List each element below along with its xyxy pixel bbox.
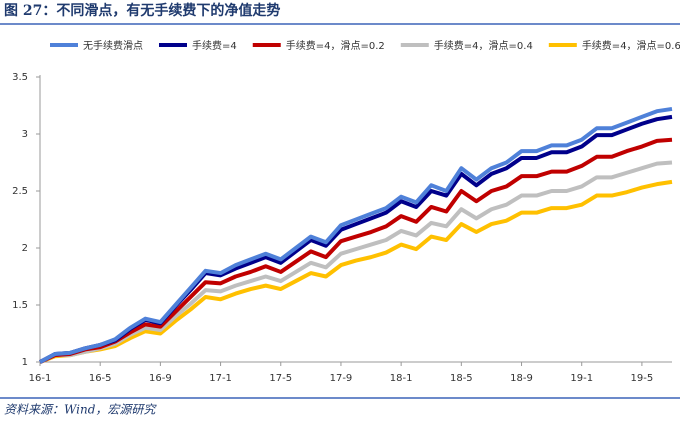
series-line — [39, 160, 673, 364]
chart-title: 图 27：不同滑点，有无手续费下的净值走势 — [4, 2, 280, 19]
series-line — [39, 137, 673, 364]
x-tick-label: 19-5 — [631, 373, 654, 384]
x-tick-label: 16-5 — [89, 373, 112, 384]
legend-label: 无手续费滑点 — [83, 39, 143, 52]
legend-label: 手续费=4 — [192, 39, 237, 52]
legend-label: 手续费=4，滑点=0.2 — [286, 39, 385, 52]
y-tick-label: 2.5 — [12, 186, 28, 197]
x-tick-label: 17-9 — [330, 373, 353, 384]
x-tick-label: 19-1 — [570, 373, 593, 384]
series-line — [39, 106, 673, 364]
x-tick-label: 17-5 — [269, 373, 292, 384]
x-tick-label: 16-1 — [29, 373, 52, 384]
legend-label: 手续费=4，滑点=0.6 — [582, 39, 680, 52]
series-line — [39, 179, 673, 364]
y-tick-label: 3 — [22, 129, 28, 140]
y-tick-label: 3.5 — [12, 72, 28, 83]
y-tick-label: 1 — [22, 357, 28, 368]
source: 资料来源：Wind，宏源研究 — [4, 403, 157, 417]
x-tick-label: 16-9 — [149, 373, 172, 384]
x-tick-label: 17-1 — [209, 373, 232, 384]
legend-label: 手续费=4，滑点=0.4 — [434, 39, 533, 52]
y-tick-label: 1.5 — [12, 300, 28, 311]
y-tick-label: 2 — [22, 243, 28, 254]
x-tick-label: 18-9 — [510, 373, 533, 384]
x-tick-label: 18-1 — [390, 373, 413, 384]
x-tick-label: 18-5 — [450, 373, 473, 384]
